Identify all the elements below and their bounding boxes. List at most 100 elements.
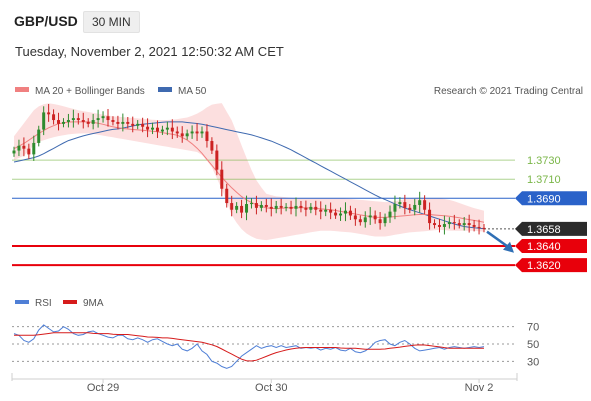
ma50-line <box>13 121 485 230</box>
candle <box>368 207 372 225</box>
candle <box>472 220 476 232</box>
candle <box>437 218 441 233</box>
candle <box>126 116 130 129</box>
candle <box>284 203 288 212</box>
candle <box>200 126 204 138</box>
candle <box>220 161 224 197</box>
symbol-title: GBP/USD <box>14 13 78 29</box>
candle <box>477 219 481 235</box>
candle <box>121 113 125 132</box>
candle <box>294 197 298 217</box>
candle <box>185 129 189 140</box>
level-label-1-3730: 1.3730 <box>527 155 561 167</box>
candle <box>408 204 412 214</box>
candle <box>42 106 46 136</box>
rsi-level-label-50: 50 <box>527 339 539 351</box>
candle <box>37 125 41 147</box>
candle <box>329 202 333 220</box>
candle <box>96 109 100 128</box>
candle <box>165 121 169 136</box>
candle <box>467 214 471 233</box>
x-tick-label: Oct 30 <box>255 382 287 394</box>
rsi-legend-swatch <box>15 300 29 304</box>
rsi-panel: 70 50 30 <box>12 322 539 369</box>
rsi-ma-line <box>14 332 484 362</box>
candle <box>383 213 387 227</box>
level-tag-1-3640: 1.3640 <box>515 239 587 254</box>
credit-label: Research © 2021 Trading Central <box>434 86 583 97</box>
candle <box>423 195 427 215</box>
level-label-1-3640: 1.3640 <box>527 241 561 253</box>
candle <box>61 118 65 128</box>
candle <box>195 123 199 141</box>
candle <box>324 204 328 217</box>
candle <box>254 195 258 215</box>
candle <box>452 214 456 230</box>
candles <box>12 104 486 235</box>
candle <box>160 125 164 135</box>
candle <box>57 112 61 131</box>
candle <box>279 198 283 215</box>
x-tick-label: Nov 2 <box>465 382 494 394</box>
rsi-ma-legend-label: 9MA <box>83 298 104 309</box>
candle <box>274 200 278 214</box>
rsi-level-label-70: 70 <box>527 322 539 334</box>
candle <box>249 198 253 209</box>
candle <box>398 197 402 209</box>
ma50-legend-label: MA 50 <box>178 86 207 97</box>
candle <box>12 146 16 157</box>
candle <box>462 216 466 231</box>
ma20-legend-label: MA 20 + Bollinger Bands <box>35 86 145 97</box>
candle <box>190 125 194 139</box>
timeframe-badge[interactable]: 30 MIN <box>83 11 140 33</box>
candle <box>81 112 85 129</box>
last-price-tag: 1.3658 <box>515 221 587 236</box>
candle <box>314 200 318 216</box>
rsi-level-label-30: 30 <box>527 356 539 368</box>
candle <box>264 198 268 213</box>
candle <box>111 116 115 126</box>
candle <box>230 195 234 217</box>
candle <box>22 137 26 157</box>
level-label-1-3620: 1.3620 <box>527 260 561 272</box>
candle <box>136 120 140 130</box>
rsi-legend: RSI 9MA <box>15 298 104 309</box>
price-panel: 1.3730 1.3710 1.3690 1.3640 1.3620 1.3658 <box>12 103 587 273</box>
datetime-label: Tuesday, November 2, 2021 12:50:32 AM CE… <box>15 44 284 59</box>
candle <box>413 198 417 216</box>
candle <box>299 200 303 213</box>
level-label-1-3710: 1.3710 <box>527 174 561 186</box>
candle <box>457 219 461 229</box>
level-tag-1-3620: 1.3620 <box>515 258 587 273</box>
bollinger-band <box>14 103 484 241</box>
candle <box>393 195 397 220</box>
candle <box>175 126 179 138</box>
candle <box>309 203 313 214</box>
candle <box>170 119 174 140</box>
candle <box>151 122 155 135</box>
candle <box>52 109 56 125</box>
candle <box>363 211 367 228</box>
forecast-arrow <box>486 230 514 253</box>
rsi-ma-legend-swatch <box>63 300 77 304</box>
candle <box>289 200 293 215</box>
candle <box>101 111 105 123</box>
candle <box>27 143 31 159</box>
candle <box>215 144 219 176</box>
candle <box>205 124 209 148</box>
candle <box>388 205 392 223</box>
candle <box>146 118 150 138</box>
candle <box>32 135 36 161</box>
rsi-line <box>13 324 485 369</box>
candle <box>106 108 110 127</box>
candle <box>91 113 95 130</box>
candle <box>259 201 263 212</box>
candle <box>378 212 382 230</box>
candle <box>403 194 407 215</box>
candle <box>269 198 273 217</box>
candle <box>47 104 51 122</box>
candle <box>482 224 486 233</box>
ma20-legend-swatch <box>15 87 29 92</box>
candle <box>17 139 21 157</box>
candle <box>343 202 347 222</box>
